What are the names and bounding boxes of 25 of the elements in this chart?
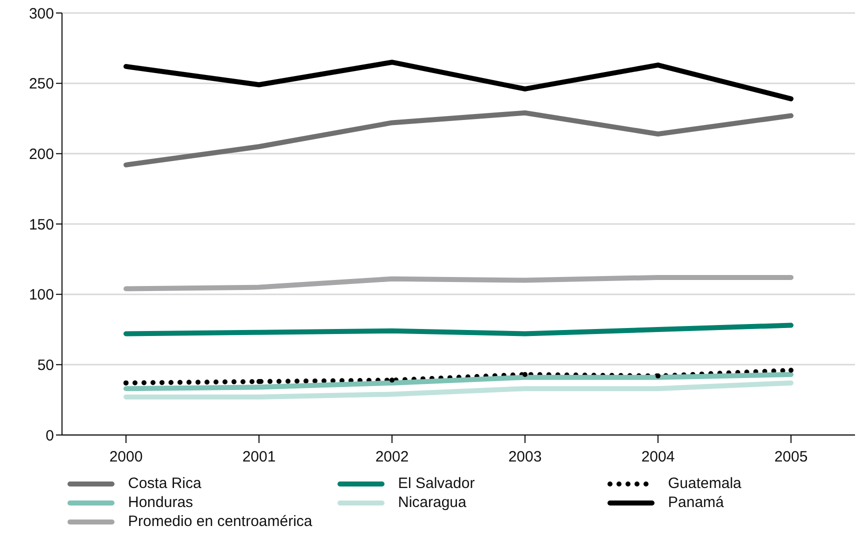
x-tick-label: 2004 (641, 448, 675, 466)
point (124, 380, 128, 386)
x-tick-label: 2003 (508, 448, 542, 466)
point (788, 368, 794, 373)
y-tick-label: 50 (37, 356, 54, 374)
y-tick-label: 300 (28, 5, 54, 22)
y-tick-label: 200 (28, 146, 54, 163)
x-tick-label: 2001 (242, 448, 276, 466)
y-tick-label: 100 (28, 286, 54, 304)
x-tick-label: 2000 (109, 448, 143, 466)
y-tick-label: 250 (28, 76, 54, 93)
legend-label: El Salvador (398, 475, 475, 492)
x-tick-label: 2002 (375, 448, 409, 466)
legend-label: Nicaragua (398, 494, 466, 511)
legend-label: Guatemala (668, 475, 742, 492)
point (522, 372, 528, 378)
x-tick-label: 2005 (774, 448, 808, 466)
point (390, 378, 394, 383)
point (656, 373, 660, 378)
legend-label: Promedio en centroamérica (128, 513, 312, 530)
y-tick-label: 0 (46, 427, 54, 444)
legend-label: Panamá (668, 494, 724, 511)
legend-label: Costa Rica (128, 475, 202, 492)
y-tick-label: 150 (28, 216, 54, 234)
legend-label: Honduras (128, 494, 194, 511)
